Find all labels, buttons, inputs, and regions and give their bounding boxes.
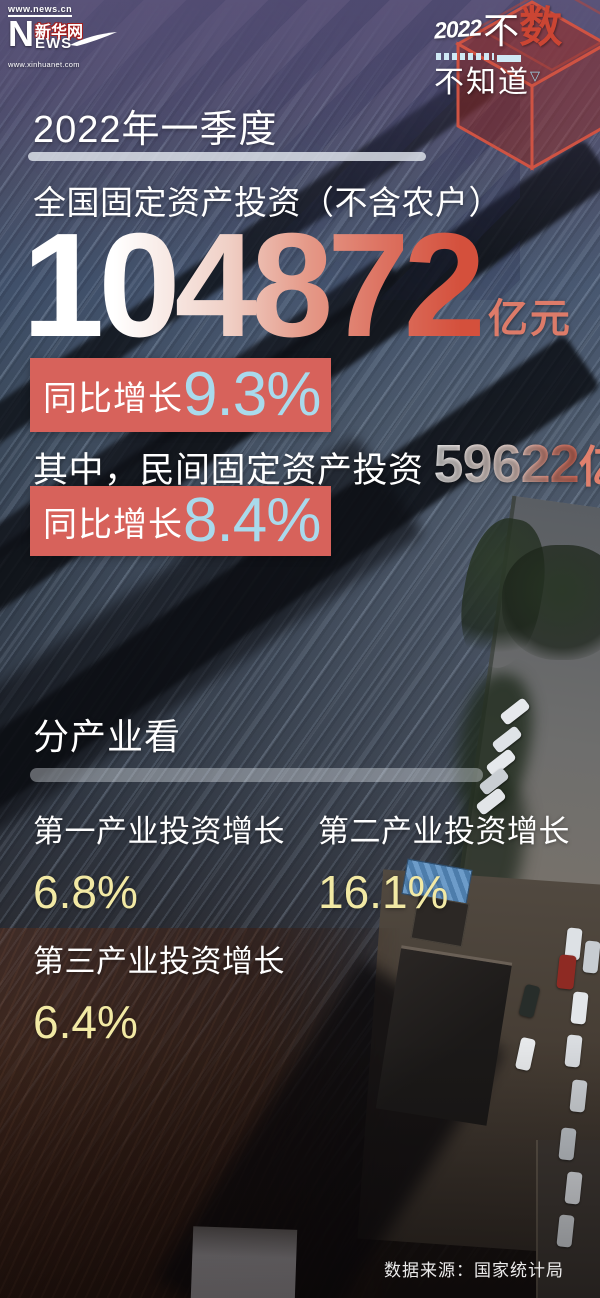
campaign-line1: 2022 不 数 bbox=[433, 4, 584, 52]
industry-label: 第一产业投资增长 bbox=[33, 814, 285, 849]
industry-value: 16.1% bbox=[318, 866, 449, 918]
section-title: 分产业看 bbox=[33, 716, 182, 757]
growth-badge-total: 同比增长 9.3% bbox=[30, 358, 331, 432]
campaign-year: 2022 bbox=[433, 14, 482, 44]
private-investment-line: 其中，民间固定资产投资 59622 亿元 bbox=[33, 431, 600, 495]
headline-figure: 104872 亿元 bbox=[22, 212, 572, 360]
growth-value: 8.4% bbox=[183, 486, 321, 555]
industry-item-tertiary: 第三产业投资增长 6.4% bbox=[33, 936, 285, 1049]
xinhua-url-bottom: www.xinhuanet.com bbox=[8, 60, 80, 69]
divider bbox=[30, 768, 483, 782]
xinhua-url-top: www.news.cn bbox=[8, 4, 73, 17]
swoosh-icon bbox=[70, 32, 117, 46]
industry-label: 第三产业投资增长 bbox=[33, 944, 285, 979]
growth-badge-private: 同比增长 8.4% bbox=[30, 486, 331, 556]
xinhuanet-logo: www.news.cn N 新华网 EWS www.xinhuanet.com bbox=[8, 4, 128, 69]
xinhua-letters-ews: EWS bbox=[35, 35, 73, 52]
triangle-icon: ▽ bbox=[530, 67, 540, 83]
industry-item-primary: 第一产业投资增长 6.8% bbox=[33, 806, 285, 919]
headline-unit: 亿元 bbox=[487, 297, 572, 341]
growth-value: 9.3% bbox=[183, 360, 321, 429]
data-source: 数据来源：国家统计局 bbox=[384, 1261, 564, 1280]
period-title: 2022年一季度 bbox=[33, 109, 278, 151]
campaign-char-shu: 数 bbox=[519, 4, 563, 52]
campaign-logo: 2022 不 数 不知道 ▽ bbox=[433, 4, 584, 99]
xinhua-letter-n: N bbox=[8, 13, 34, 54]
industry-value: 6.4% bbox=[33, 996, 138, 1048]
divider bbox=[28, 152, 426, 161]
campaign-line2: 不知道 ▽ bbox=[434, 65, 540, 99]
growth-label: 同比增长 bbox=[43, 505, 183, 544]
metric-title: 全国固定资产投资（不含农户） bbox=[33, 184, 502, 221]
industry-label: 第二产业投资增长 bbox=[318, 814, 570, 849]
growth-label: 同比增长 bbox=[43, 379, 183, 418]
xinhua-name-cn: 新华网 bbox=[35, 24, 84, 41]
private-prefix: 其中，民间固定资产投资 bbox=[33, 451, 424, 490]
xinhua-logo-mark: N 新华网 EWS bbox=[8, 13, 128, 60]
industry-item-secondary: 第二产业投资增长 16.1% bbox=[318, 806, 570, 919]
trees bbox=[502, 545, 600, 660]
red-cube-icon bbox=[454, 0, 600, 171]
dash-line bbox=[434, 49, 584, 67]
private-value: 59622 bbox=[433, 434, 580, 494]
campaign-char-bu: 不 bbox=[483, 9, 520, 51]
industry-value: 6.8% bbox=[33, 866, 138, 918]
private-unit: 亿元 bbox=[579, 431, 600, 495]
headline-value: 104872 bbox=[22, 203, 486, 368]
